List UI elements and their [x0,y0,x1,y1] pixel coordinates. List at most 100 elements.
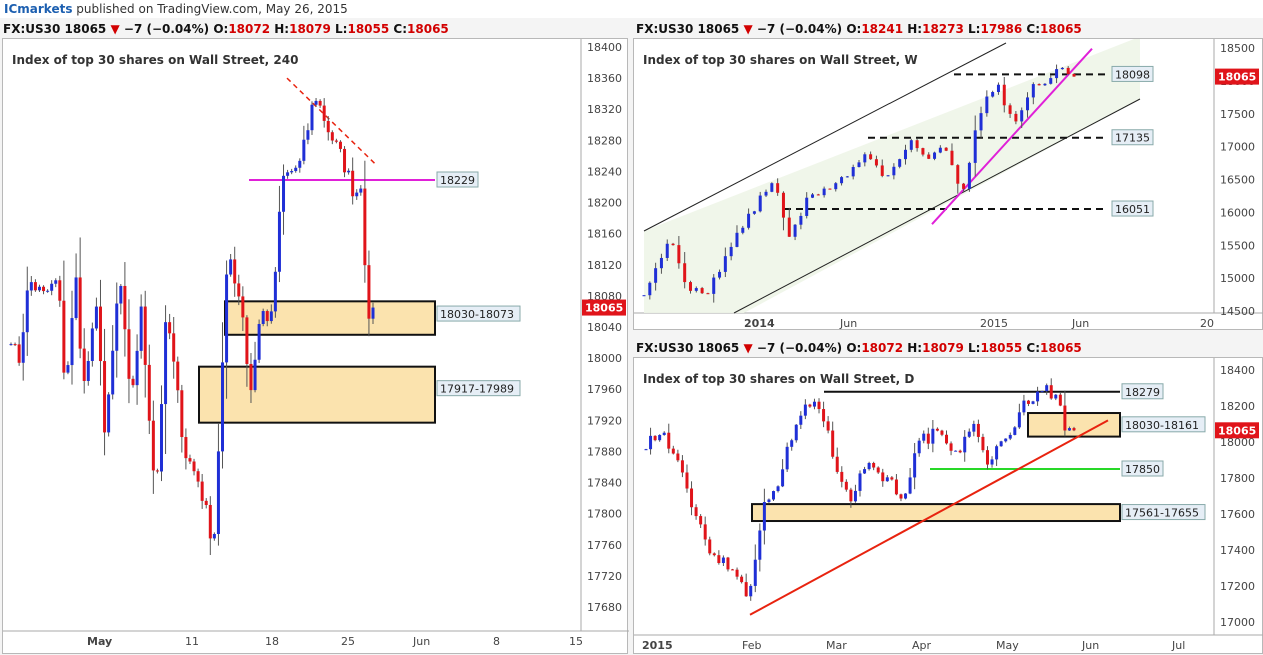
weekly-candle [857,162,861,168]
weekly-candle [996,84,1000,93]
weekly-candle [1002,84,1006,106]
daily-candle [863,469,867,474]
weekly-candle [1043,83,1047,86]
weekly-ohlc: O:18241 H:18273 L:17986 C:18065 [846,22,1082,36]
weekly-candle [718,271,722,278]
h4-candle [111,350,115,395]
h4-candle [363,188,367,266]
weekly-candle [874,159,878,166]
daily-candle [744,582,748,597]
weekly-candle [822,188,826,196]
daily-candle [1031,401,1035,404]
h4-candle [253,359,257,391]
daily-chart-panel[interactable]: Index of top 30 shares on Wall Street, D… [633,357,1263,654]
daily-candle [867,462,871,470]
daily-x-tick: Jul [1171,639,1185,652]
weekly-price-tag [1215,68,1259,85]
h4-candle [371,307,375,319]
daily-x-tick: Apr [912,639,932,652]
daily-candle [781,469,785,487]
daily-candle [954,450,958,452]
daily-candle [685,472,689,489]
daily-candle [749,585,753,597]
daily-candle [658,434,662,441]
h4-candle [155,470,159,472]
weekly-x-tick: 2015 [980,317,1008,330]
h4-candle [241,296,245,318]
h4-zone [198,365,436,424]
h4-candle [229,259,233,275]
weekly-candle [863,154,867,163]
weekly-candle [1020,110,1024,122]
weekly-candle [642,295,646,297]
daily-candle [690,488,694,508]
h4-down-arrow-icon: ▼ [110,22,120,36]
daily-x-tick: Mar [826,639,847,652]
weekly-candle [927,154,931,159]
daily-price-tag [1215,422,1259,439]
h4-candle [172,333,176,362]
daily-chart-title: Index of top 30 shares on Wall Street, D [643,372,915,386]
daily-candle [840,471,844,482]
weekly-down-arrow-icon: ▼ [743,22,753,36]
h4-candle [318,100,322,106]
weekly-x-tick: 2014 [744,317,775,330]
weekly-candle [1072,73,1076,77]
daily-candle [649,435,653,450]
daily-candle [1026,400,1030,404]
publisher-name[interactable]: ICmarkets [4,2,73,16]
weekly-candle [758,195,762,212]
daily-y-tick: 18400 [1220,364,1255,377]
daily-candle [849,489,853,502]
weekly-candle [956,165,960,184]
daily-candle [767,499,771,503]
daily-candle [694,507,698,517]
daily-candle [717,555,721,564]
weekly-candle [677,245,681,264]
daily-candle [1004,438,1008,442]
h4-chart-title: Index of top 30 shares on Wall Street, 2… [12,53,299,67]
h4-candle [355,192,359,197]
daily-candle [712,553,716,556]
h4-price-tag-text: 18065 [585,302,623,315]
h4-candle [286,172,290,176]
daily-candle [949,443,953,451]
daily-level-level-label: 18279 [1125,386,1160,399]
published-text: published on TradingView.com, May 26, 20… [76,2,348,16]
daily-change: −7 (−0.04%) [756,341,843,355]
weekly-y-tick: 18500 [1220,42,1255,55]
h4-candle [221,362,225,452]
daily-candle [935,428,939,431]
weekly-channel-lower [733,98,1141,314]
h4-y-tick: 17680 [587,601,622,614]
h4-candle [135,350,139,386]
h4-candle [147,364,151,421]
daily-candle [913,453,917,478]
h4-chart-panel[interactable]: Index of top 30 shares on Wall Street, 2… [2,38,629,654]
h4-candle [115,303,119,351]
h4-zone-level-label: 18030-18073 [440,308,514,321]
daily-candle [740,576,744,583]
h4-y-tick: 18360 [587,72,622,85]
weekly-candle [851,167,855,177]
h4-zone-level-label-box [436,305,521,322]
weekly-y-tick: 15000 [1220,272,1255,285]
weekly-symbol: FX:US30 [636,22,694,36]
daily-candle [985,450,989,465]
h4-candle [21,332,25,363]
daily-candle [995,446,999,460]
daily-candle [785,446,789,470]
h4-zone-level-label: 17917-17989 [440,383,514,396]
daily-candle [1013,427,1017,435]
h4-candle [131,378,135,386]
h4-y-tick: 17720 [587,570,622,583]
h4-candle [107,394,111,433]
h4-y-tick: 18040 [587,321,622,334]
h4-candle [298,160,302,168]
weekly-chart-panel[interactable]: Index of top 30 shares on Wall Street, W… [633,38,1263,330]
daily-candle [945,434,949,444]
h4-candle [78,277,82,349]
h4-y-tick: 17880 [587,445,622,458]
h4-y-tick: 18240 [587,165,622,178]
daily-header: FX:US30 18065 ▼ −7 (−0.04%) O:18072 H:18… [636,339,1082,357]
